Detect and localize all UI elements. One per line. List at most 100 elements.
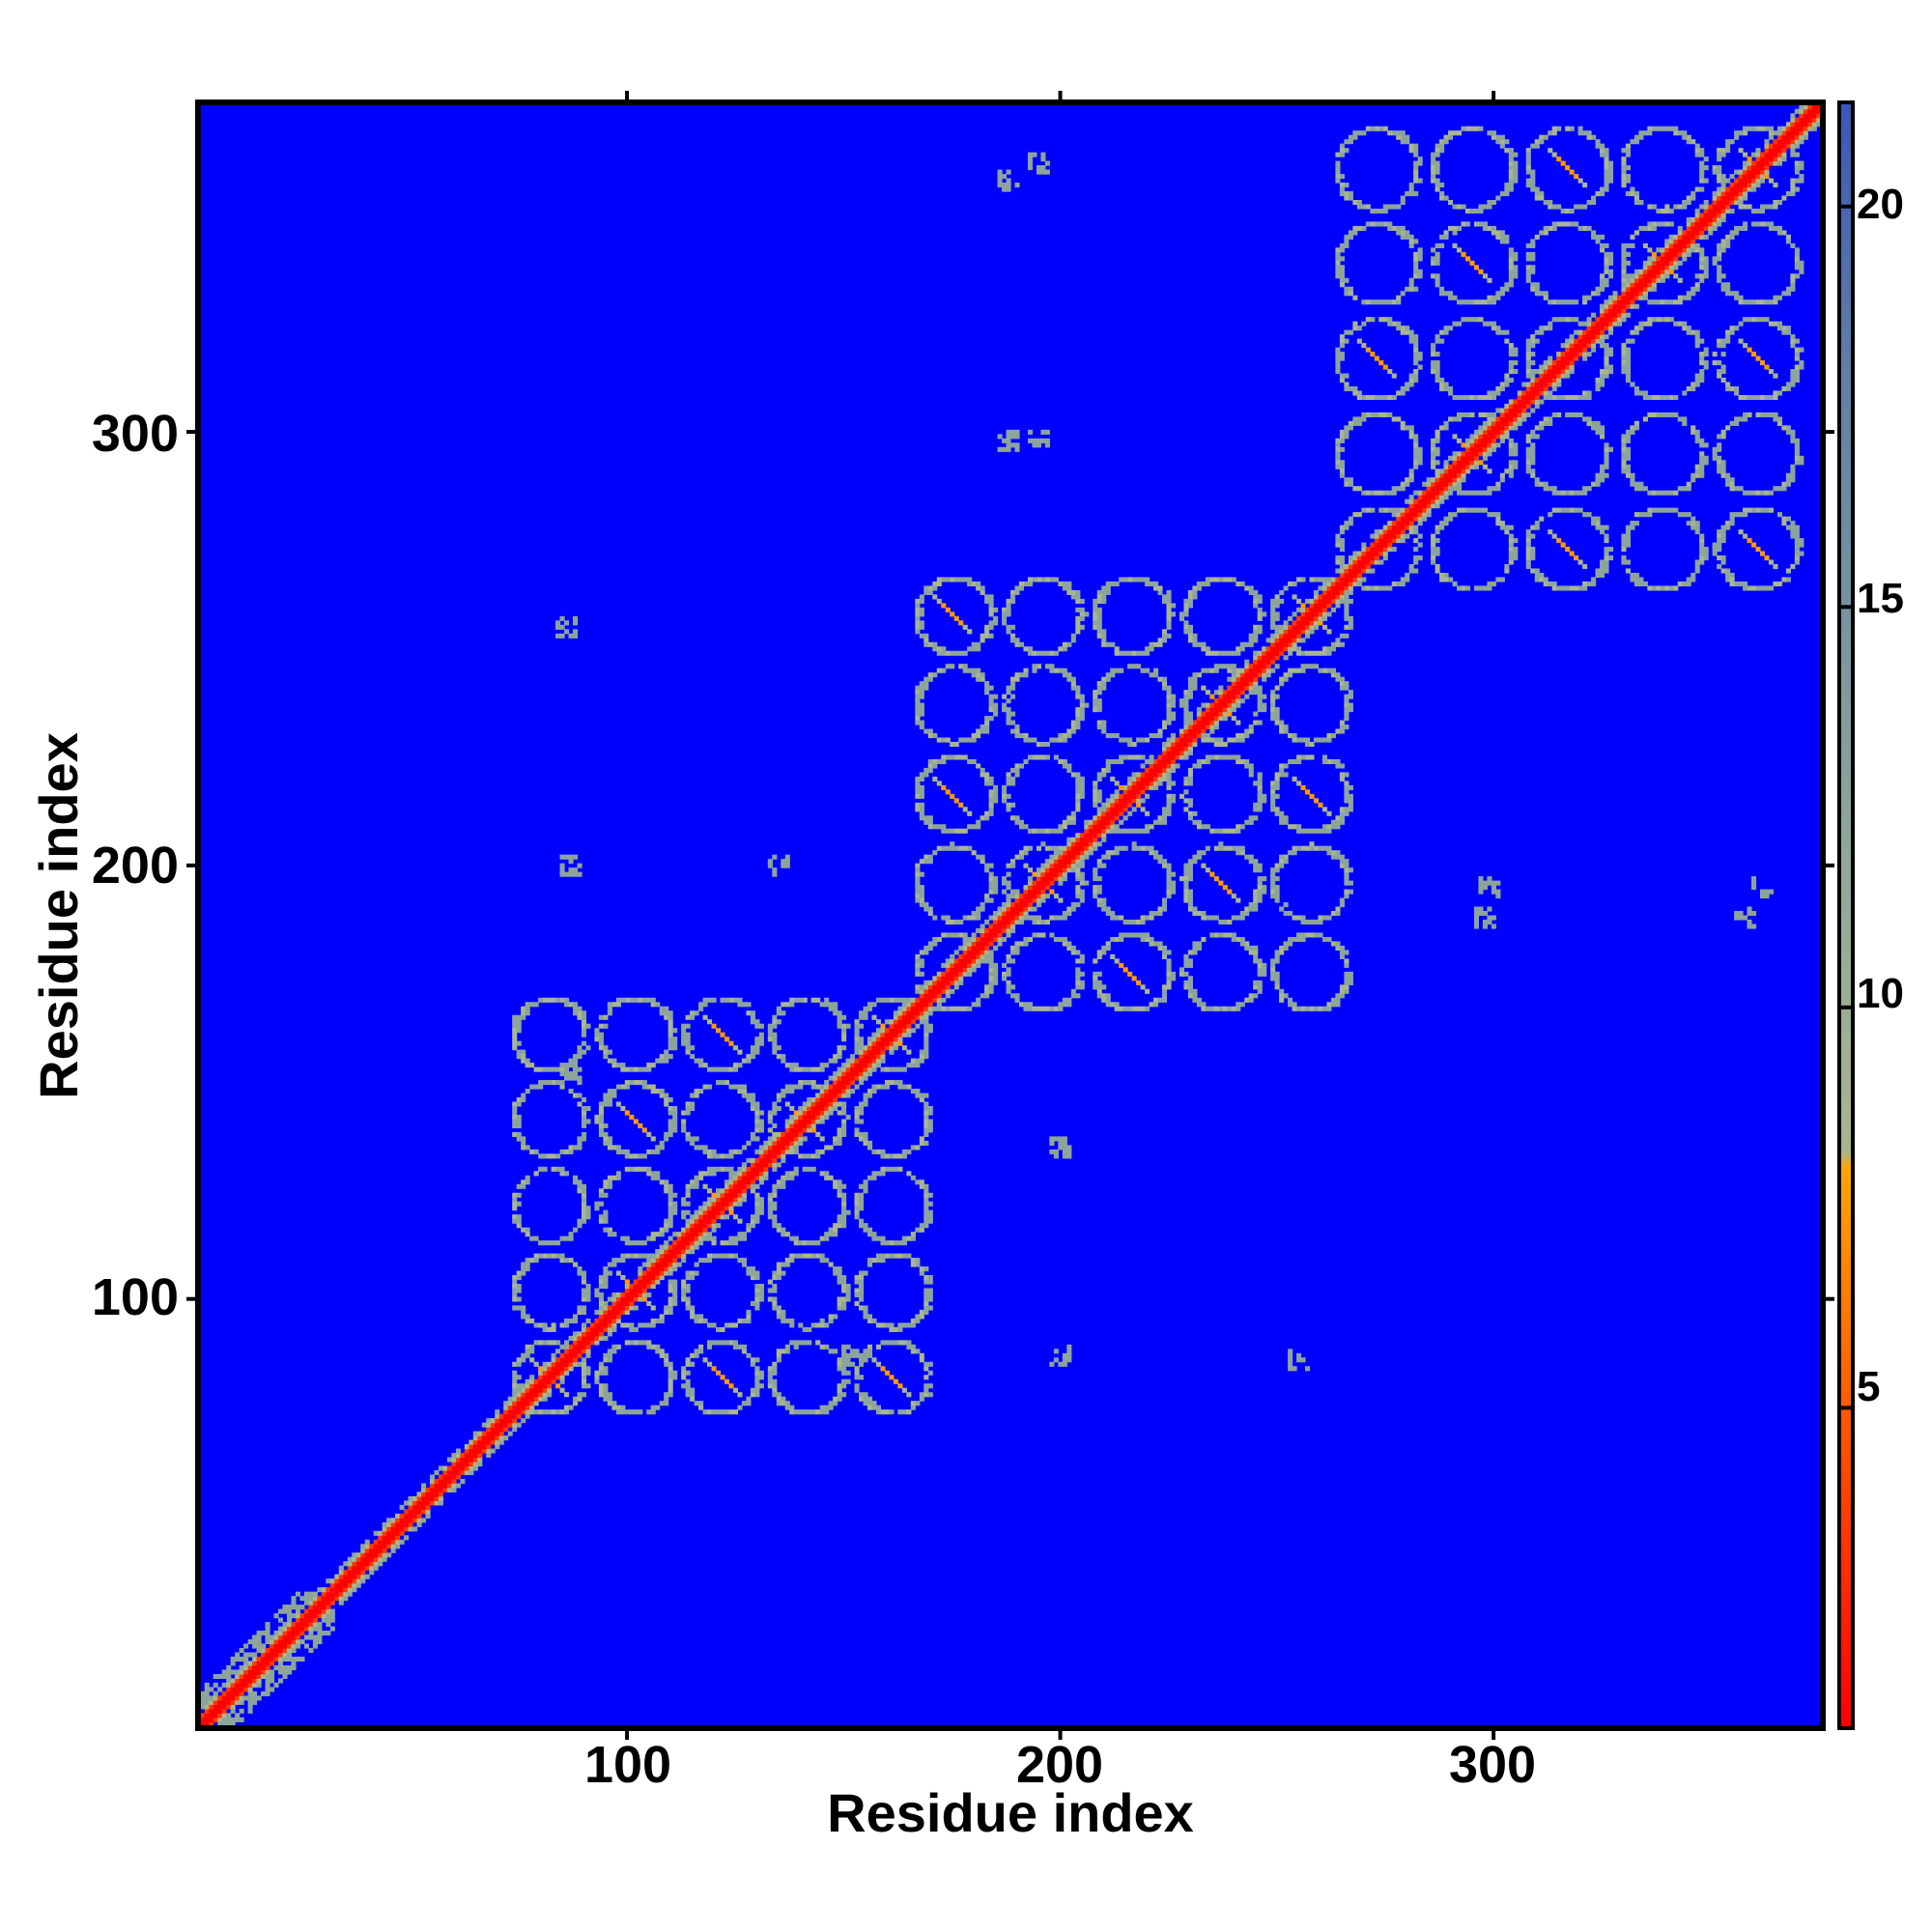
heatmap-cell [754, 1110, 760, 1116]
heatmap-cell [789, 1119, 795, 1124]
heatmap-cell [1213, 702, 1219, 708]
heatmap-cell [681, 1236, 687, 1241]
heatmap-cell [1747, 178, 1752, 184]
heatmap-cell [690, 1309, 696, 1315]
heatmap-cell [897, 1084, 903, 1090]
heatmap-cell [897, 1066, 903, 1072]
heatmap-cell [750, 1223, 755, 1229]
heatmap-cell [971, 958, 977, 964]
heatmap-cell [1062, 871, 1067, 877]
heatmap-cell [953, 980, 959, 985]
heatmap-cell [603, 1054, 609, 1060]
heatmap-cell [690, 1223, 696, 1229]
heatmap-cell [1288, 646, 1293, 652]
heatmap-cell [845, 1089, 851, 1094]
heatmap-cell [1405, 507, 1410, 513]
heatmap-cell [650, 1322, 656, 1328]
heatmap-cell [200, 1695, 206, 1701]
heatmap-cell [776, 1140, 781, 1146]
heatmap-cell [312, 1613, 318, 1619]
heatmap-cell [607, 1296, 612, 1302]
heatmap-cell [906, 1006, 912, 1011]
heatmap-cell [927, 984, 933, 990]
heatmap-cell [941, 976, 947, 981]
heatmap-cell [1253, 659, 1259, 665]
heatmap-cell [927, 1023, 933, 1029]
heatmap-cell [880, 1153, 886, 1159]
heatmap-cell [1196, 711, 1202, 717]
heatmap-cell [716, 1080, 722, 1086]
heatmap-cell [810, 1322, 816, 1328]
heatmap-cell [668, 1045, 673, 1051]
heatmap-cell [758, 1037, 764, 1042]
heatmap-cell [655, 1149, 661, 1154]
heatmap-cell [355, 1570, 361, 1576]
heatmap-cell [516, 1183, 522, 1189]
heatmap-cell [668, 1010, 673, 1016]
heatmap-cell [1248, 672, 1254, 678]
heatmap-cell [547, 1392, 553, 1398]
heatmap-cell [754, 1049, 760, 1055]
heatmap-cell [1161, 763, 1168, 769]
heatmap-cell [837, 1023, 842, 1029]
heatmap-cell [1387, 525, 1393, 530]
heatmap-cell [525, 1344, 530, 1350]
heatmap-cell [243, 1664, 249, 1671]
heatmap-cell [1084, 833, 1090, 838]
heatmap-cell [1408, 521, 1414, 526]
heatmap-cell [776, 1223, 781, 1229]
heatmap-cell [252, 1664, 258, 1671]
heatmap-cell [859, 1066, 865, 1072]
heatmap-cell [390, 1530, 396, 1536]
heatmap-cell [1096, 833, 1102, 838]
heatmap-cell [551, 1326, 556, 1332]
heatmap-cell [758, 1201, 764, 1207]
heatmap-cell [767, 1192, 773, 1198]
heatmap-cell [516, 1014, 522, 1020]
heatmap-cell [629, 1322, 635, 1328]
heatmap-cell [265, 1639, 270, 1645]
heatmap-cell [395, 1513, 401, 1519]
heatmap-cell [1478, 451, 1484, 457]
heatmap-cell [919, 1314, 924, 1320]
heatmap-cell [352, 1570, 357, 1576]
heatmap-cell [542, 1340, 548, 1346]
heatmap-cell [1066, 859, 1072, 865]
heatmap-cell [1040, 894, 1046, 899]
heatmap-cell [442, 1483, 448, 1489]
heatmap-cell [1703, 204, 1709, 210]
heatmap-cell [529, 1396, 535, 1402]
heatmap-cell [880, 1166, 886, 1172]
heatmap-cell [1499, 408, 1505, 413]
heatmap-cell [781, 1054, 786, 1060]
heatmap-cell [598, 1192, 604, 1198]
heatmap-cell [919, 902, 924, 908]
heatmap-cell [837, 1383, 842, 1389]
heatmap-cell [927, 758, 933, 765]
heatmap-cell [243, 1652, 249, 1658]
heatmap-cell [698, 1223, 704, 1229]
heatmap-cell [1773, 143, 1778, 149]
heatmap-cell [976, 927, 981, 934]
heatmap-cell [355, 1565, 361, 1571]
heatmap-cell [889, 1326, 895, 1332]
heatmap-cell [927, 1209, 933, 1215]
heatmap-cell [841, 1283, 847, 1290]
heatmap-cell [672, 1037, 678, 1042]
heatmap-cell [988, 950, 994, 955]
heatmap-cell [529, 1387, 535, 1393]
heatmap-cell [581, 1392, 587, 1398]
heatmap-cell [884, 1037, 890, 1042]
heatmap-cell [1365, 568, 1371, 574]
heatmap-cell [1136, 793, 1142, 799]
heatmap-cell [915, 988, 921, 994]
heatmap-cell [1253, 650, 1259, 656]
heatmap-cell [784, 1405, 790, 1410]
heatmap-cell [690, 1014, 696, 1020]
heatmap-cell [1443, 460, 1449, 466]
heatmap-cell [923, 950, 929, 955]
heatmap-cell [1032, 889, 1037, 895]
heatmap-cell [481, 1444, 487, 1450]
heatmap-cell [1776, 156, 1782, 162]
heatmap-cell [486, 1422, 492, 1428]
